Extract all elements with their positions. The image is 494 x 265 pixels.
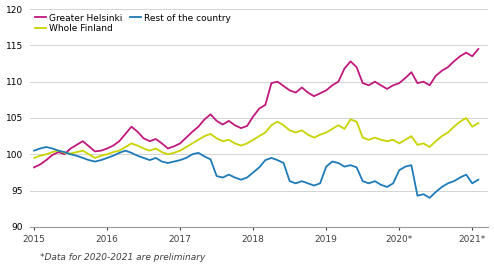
Rest of the country [475, 178, 481, 181]
Legend: Greater Helsinki, Whole Finland, Rest of the country: Greater Helsinki, Whole Finland, Rest of… [33, 12, 233, 35]
Greater Helsinki [31, 166, 37, 169]
Rest of the country [134, 154, 140, 157]
Greater Helsinki [128, 125, 134, 128]
Line: Greater Helsinki: Greater Helsinki [34, 49, 478, 167]
Greater Helsinki [123, 132, 128, 135]
Rest of the country [287, 180, 292, 183]
Greater Helsinki [275, 80, 281, 83]
Rest of the country [128, 151, 134, 154]
Rest of the country [43, 145, 49, 149]
Whole Finland [463, 116, 469, 120]
Text: *Data for 2020-2021 are preliminary: *Data for 2020-2021 are preliminary [40, 253, 205, 262]
Whole Finland [433, 140, 439, 143]
Rest of the country [31, 149, 37, 152]
Rest of the country [281, 161, 287, 165]
Whole Finland [31, 156, 37, 160]
Whole Finland [281, 124, 287, 127]
Greater Helsinki [177, 142, 183, 145]
Line: Whole Finland: Whole Finland [34, 118, 478, 158]
Line: Rest of the country: Rest of the country [34, 147, 478, 198]
Greater Helsinki [475, 47, 481, 51]
Whole Finland [275, 120, 281, 123]
Whole Finland [475, 121, 481, 125]
Whole Finland [177, 149, 183, 152]
Greater Helsinki [281, 85, 287, 88]
Rest of the country [427, 196, 433, 200]
Whole Finland [123, 145, 128, 149]
Rest of the country [183, 156, 189, 160]
Rest of the country [445, 182, 451, 185]
Whole Finland [128, 142, 134, 145]
Greater Helsinki [433, 74, 439, 77]
